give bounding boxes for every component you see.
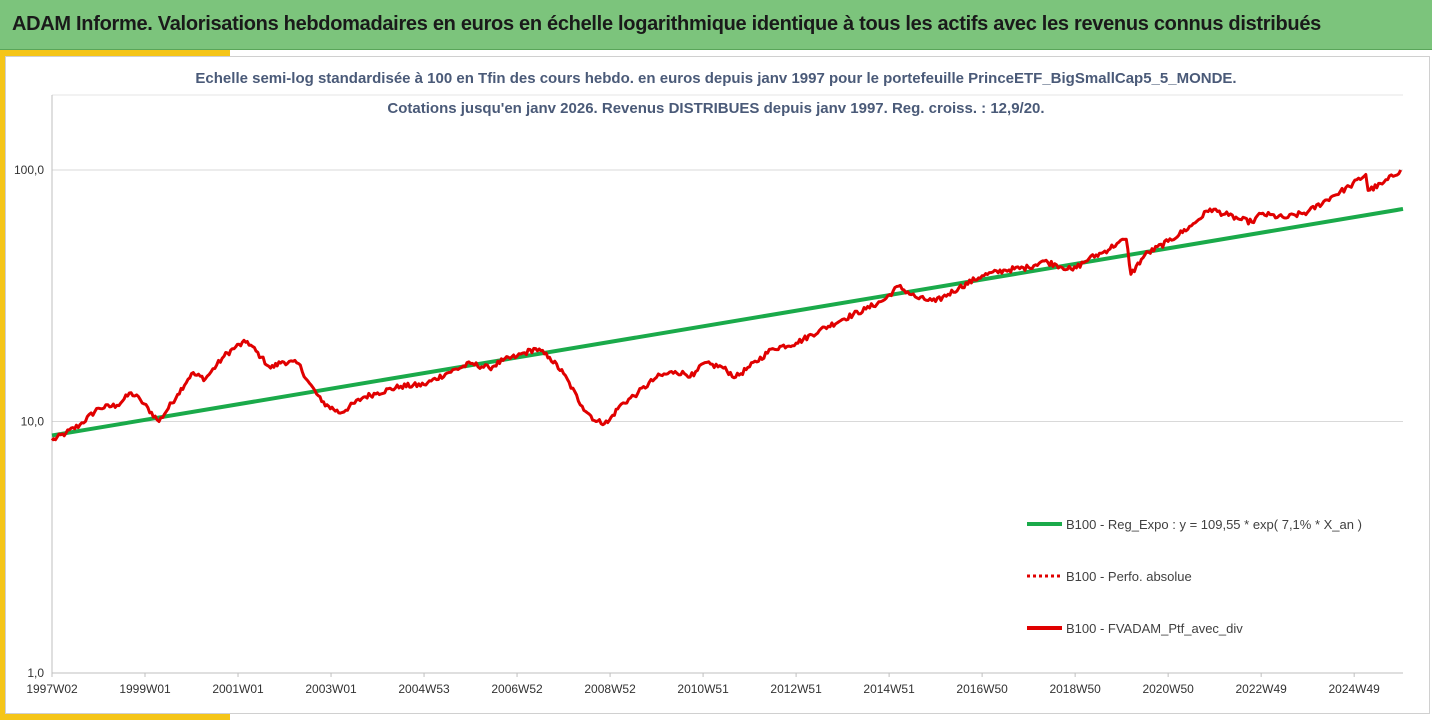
chart-title-line2: Cotations jusqu'en janv 2026. Revenus DI… (387, 100, 1045, 117)
y-tick-label: 100,0 (14, 163, 44, 177)
x-tick-label: 2016W50 (956, 682, 1008, 696)
x-tick-label: 2014W51 (863, 682, 915, 696)
legend-label: B100 - Perfo. absolue (1066, 569, 1192, 584)
x-tick-label: 2006W52 (491, 682, 543, 696)
x-tick-label: 2001W01 (212, 682, 264, 696)
x-tick-label: 2010W51 (677, 682, 729, 696)
chart-title-line1: Echelle semi-log standardisée à 100 en T… (195, 70, 1237, 87)
x-tick-label: 1999W01 (119, 682, 171, 696)
x-tick-label: 2020W50 (1142, 682, 1194, 696)
accent-bar-bottom (0, 714, 230, 720)
x-tick-label: 1997W02 (26, 682, 78, 696)
y-tick-label: 1,0 (27, 666, 44, 680)
x-tick-label: 2003W01 (305, 682, 357, 696)
legend-label: B100 - Reg_Expo : y = 109,55 * exp( 7,1%… (1066, 517, 1362, 532)
x-tick-label: 2022W49 (1235, 682, 1287, 696)
x-tick-label: 2018W50 (1049, 682, 1101, 696)
chart-frame (5, 56, 1430, 714)
x-tick-label: 2012W51 (770, 682, 822, 696)
legend-label: B100 - FVADAM_Ptf_avec_div (1066, 621, 1243, 636)
x-tick-label: 2004W53 (398, 682, 450, 696)
header-banner: ADAM Informe. Valorisations hebdomadaire… (0, 0, 1432, 50)
accent-bar-top (0, 50, 230, 56)
accent-bar-left (0, 50, 5, 720)
series-line-reg-expo (51, 206, 1404, 438)
y-tick-label: 10,0 (21, 415, 45, 429)
x-tick-label: 2008W52 (584, 682, 636, 696)
series-line-ptf-avec-div (50, 169, 1403, 442)
page-title: ADAM Informe. Valorisations hebdomadaire… (12, 13, 1321, 35)
x-tick-label: 2024W49 (1328, 682, 1380, 696)
